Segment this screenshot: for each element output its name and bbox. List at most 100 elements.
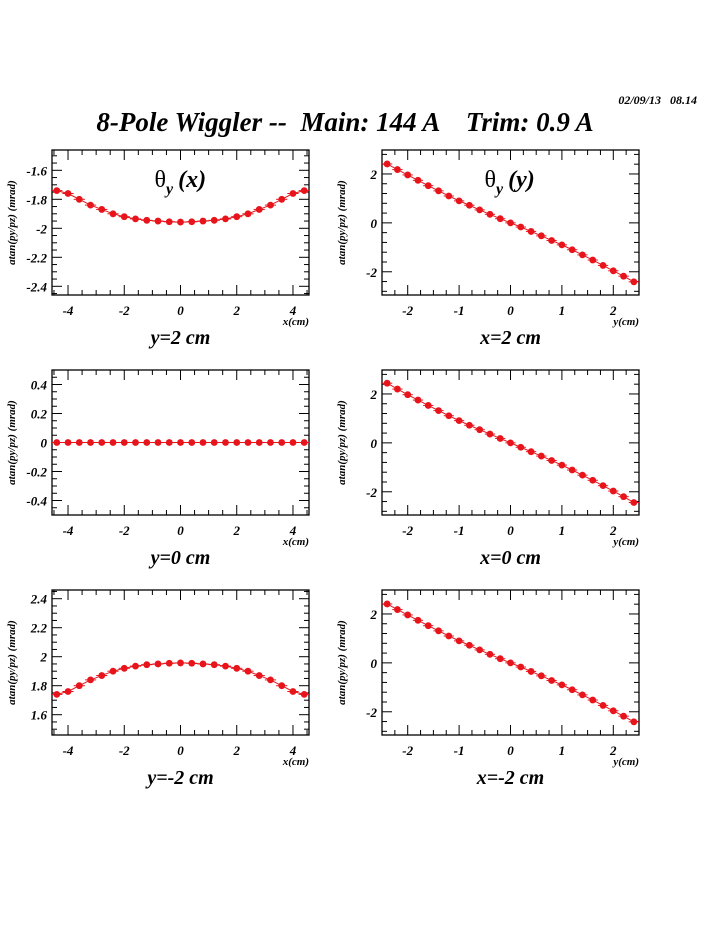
x-axis-title: x(cm) xyxy=(282,536,309,548)
data-point xyxy=(486,210,494,218)
data-point xyxy=(507,659,514,667)
x-axis-title: x(cm) xyxy=(282,316,309,328)
x-tick-label: 1 xyxy=(559,523,566,538)
data-point xyxy=(589,256,597,264)
data-point xyxy=(507,219,514,227)
x-tick-label: -4 xyxy=(63,303,74,318)
data-point xyxy=(527,448,535,456)
data-point xyxy=(143,216,151,224)
data-point xyxy=(558,241,566,249)
panel-bottom-left: -4 -2 0 2 4 1.6 1.8 2 2.2 2.4 x(cm) atan(py/pz) (mr… xyxy=(6,589,310,789)
theta-symbol: θ xyxy=(155,167,167,193)
data-point xyxy=(394,606,401,613)
data-point xyxy=(199,439,207,446)
theta-argument: (y) xyxy=(508,167,535,193)
x-tick-label: 0 xyxy=(507,303,514,318)
data-point xyxy=(300,439,308,446)
data-point xyxy=(527,668,535,675)
y-axis-title: atan(py/pz) (mrad) xyxy=(6,400,18,485)
y-axis-title: atan(py/pz) (mrad) xyxy=(336,620,348,705)
data-point xyxy=(143,439,151,446)
data-point xyxy=(455,637,463,645)
y-tick-label: 0.2 xyxy=(31,407,48,422)
y-tick-label: -1.6 xyxy=(26,163,47,178)
y-tick-label: 2 xyxy=(40,650,48,665)
x-tick-label: 0 xyxy=(507,743,514,758)
x-axis-title: x(cm) xyxy=(282,756,309,768)
data-point xyxy=(394,385,401,393)
x-tick-label: -2 xyxy=(402,523,413,538)
data-point xyxy=(599,262,607,269)
panel-caption: x=2 cm xyxy=(479,327,541,349)
data-point xyxy=(568,246,576,254)
data-point xyxy=(383,160,391,168)
x-tick-label: 2 xyxy=(609,303,617,318)
data-point xyxy=(620,712,627,720)
panel-caption: y=-2 cm xyxy=(145,767,213,789)
data-point xyxy=(414,616,422,624)
y-tick-label: -2.2 xyxy=(26,250,47,265)
data-point xyxy=(300,691,308,698)
data-point xyxy=(465,421,473,429)
y-axis-title: atan(py/pz) (mrad) xyxy=(336,400,348,485)
panels-group: -4 -2 0 2 4 -2.4 -2.2 -2 -1.8 -1.6 x(cm) atan(py/pz… xyxy=(6,149,640,789)
x-tick-label: 4 xyxy=(289,303,297,318)
data-point xyxy=(278,195,286,203)
data-point xyxy=(579,691,586,699)
y-tick-label: -2 xyxy=(366,705,377,720)
data-point xyxy=(435,627,442,635)
y-axis-title: atan(py/pz) (mrad) xyxy=(336,180,348,265)
data-point xyxy=(414,176,422,184)
data-point xyxy=(599,702,607,709)
data-point xyxy=(558,461,566,469)
y-tick-label: 0 xyxy=(41,436,48,451)
data-point xyxy=(244,210,252,218)
data-point xyxy=(558,681,566,689)
data-point xyxy=(244,439,252,446)
data-point xyxy=(177,218,184,226)
figure-title: 8-Pole Wiggler -- Main: 144 A Trim: 0.9 … xyxy=(96,107,593,137)
y-tick-label: 2 xyxy=(370,607,378,622)
data-point xyxy=(548,237,556,244)
y-tick-label: -2 xyxy=(366,265,377,280)
x-tick-label: 0 xyxy=(177,303,184,318)
data-point xyxy=(267,439,274,446)
data-point xyxy=(199,660,207,668)
data-point xyxy=(154,439,162,446)
theta-argument: (x) xyxy=(178,167,206,193)
data-point xyxy=(445,192,453,200)
panel-title: θy (x) xyxy=(155,167,207,198)
data-point xyxy=(620,493,627,501)
data-point xyxy=(244,667,252,675)
data-point xyxy=(165,218,173,226)
data-point xyxy=(120,664,128,672)
y-tick-label: -0.2 xyxy=(26,465,47,480)
data-point xyxy=(255,439,263,446)
data-point xyxy=(568,466,576,474)
x-tick-label: -2 xyxy=(402,743,413,758)
data-point xyxy=(435,187,442,195)
theta-symbol: θ xyxy=(485,167,497,193)
timestamp: 02/09/13 08.14 xyxy=(618,93,697,107)
data-point xyxy=(98,439,106,446)
panel-top-left: -4 -2 0 2 4 -2.4 -2.2 -2 -1.8 -1.6 x(cm) atan(py/pz… xyxy=(6,149,310,349)
data-point xyxy=(289,439,297,446)
data-point xyxy=(383,379,391,387)
data-point xyxy=(589,696,597,704)
x-tick-label: 1 xyxy=(559,743,566,758)
data-point xyxy=(548,457,556,464)
data-point xyxy=(278,682,286,690)
x-tick-label: -4 xyxy=(63,523,74,538)
data-point xyxy=(75,682,83,690)
data-point xyxy=(154,217,162,225)
x-axis-title: y(cm) xyxy=(611,316,639,328)
y-tick-label: 0 xyxy=(371,436,378,451)
data-point xyxy=(476,646,484,654)
data-point xyxy=(496,215,504,223)
y-tick-label: 2 xyxy=(370,167,378,182)
x-axis-title: y(cm) xyxy=(611,756,639,768)
data-point xyxy=(233,664,241,672)
